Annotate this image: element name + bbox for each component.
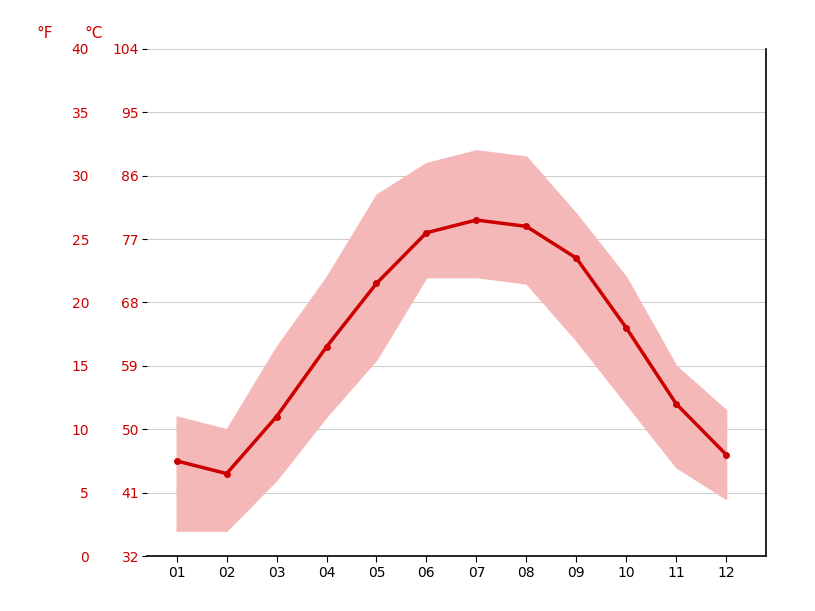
Text: °C: °C <box>85 26 103 41</box>
Text: °F: °F <box>37 26 53 41</box>
